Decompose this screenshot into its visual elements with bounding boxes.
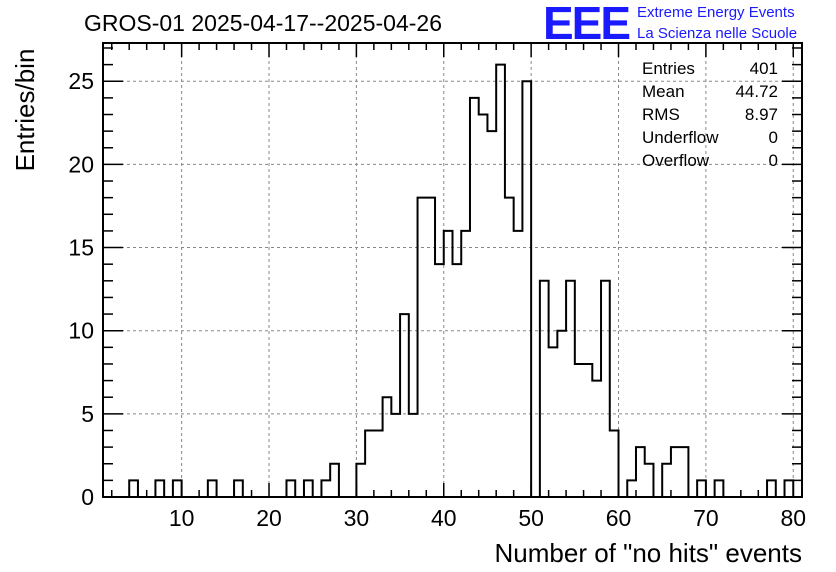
plot-frame xyxy=(102,42,803,498)
x-tick-label: 60 xyxy=(606,505,632,531)
stat-mean-label: Mean xyxy=(642,82,685,101)
chart-title: GROS-01 2025-04-17--2025-04-26 xyxy=(84,10,442,36)
stat-overflow-label: Overflow xyxy=(642,151,710,170)
stat-rms-label: RMS xyxy=(642,105,680,124)
x-tick-labels: 10 20 30 40 50 60 70 80 xyxy=(169,505,806,531)
y-tick-label: 10 xyxy=(68,318,94,344)
x-tick-label: 30 xyxy=(344,505,370,531)
y-tick-label: 0 xyxy=(81,484,94,510)
stat-rms-value: 8.97 xyxy=(744,105,778,124)
stat-underflow-value: 0 xyxy=(768,128,778,147)
logo-line-2: La Scienza nelle Scuole xyxy=(637,25,798,42)
x-tick-label: 40 xyxy=(431,505,457,531)
x-axis-label: Number of "no hits" events xyxy=(494,538,803,568)
y-axis-label: Entries/bin xyxy=(10,48,40,172)
stat-entries-label: Entries xyxy=(642,59,695,78)
y-tick-label: 5 xyxy=(81,401,94,427)
x-tick-label: 70 xyxy=(693,505,719,531)
axes xyxy=(102,42,803,498)
stat-entries-value: 401 xyxy=(749,59,778,78)
y-tick-labels: 0 5 10 15 20 25 xyxy=(68,68,94,510)
logo-line-1: Extreme Energy Events xyxy=(637,4,795,21)
eee-logo: EEE xyxy=(543,0,631,49)
x-tick-label: 80 xyxy=(780,505,806,531)
stat-overflow-value: 0 xyxy=(768,151,778,170)
stat-mean-value: 44.72 xyxy=(735,82,778,101)
y-tick-label: 20 xyxy=(68,151,94,177)
y-tick-label: 25 xyxy=(68,68,94,94)
x-tick-label: 20 xyxy=(256,505,282,531)
stat-underflow-label: Underflow xyxy=(642,128,719,147)
x-tick-label: 10 xyxy=(169,505,195,531)
y-tick-label: 15 xyxy=(68,235,94,261)
x-tick-label: 50 xyxy=(518,505,544,531)
